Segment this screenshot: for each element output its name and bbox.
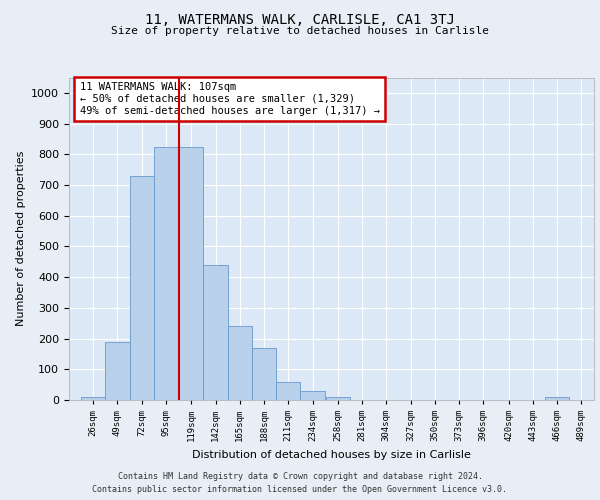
Text: Contains HM Land Registry data © Crown copyright and database right 2024.
Contai: Contains HM Land Registry data © Crown c… (92, 472, 508, 494)
Text: 11, WATERMANS WALK, CARLISLE, CA1 3TJ: 11, WATERMANS WALK, CARLISLE, CA1 3TJ (145, 12, 455, 26)
Bar (81, 397, 106, 400)
Bar (179, 146, 203, 400)
Bar (227, 326, 252, 400)
Bar (545, 397, 569, 400)
Y-axis label: Number of detached properties: Number of detached properties (16, 151, 26, 326)
X-axis label: Distribution of detached houses by size in Carlisle: Distribution of detached houses by size … (192, 450, 471, 460)
Bar (130, 176, 154, 400)
Bar (252, 348, 276, 400)
Bar (203, 265, 227, 400)
Bar (154, 146, 178, 400)
Text: Size of property relative to detached houses in Carlisle: Size of property relative to detached ho… (111, 26, 489, 36)
Bar (326, 397, 350, 400)
Bar (106, 342, 130, 400)
Text: 11 WATERMANS WALK: 107sqm
← 50% of detached houses are smaller (1,329)
49% of se: 11 WATERMANS WALK: 107sqm ← 50% of detac… (79, 82, 380, 116)
Bar (276, 382, 301, 400)
Bar (301, 391, 325, 400)
